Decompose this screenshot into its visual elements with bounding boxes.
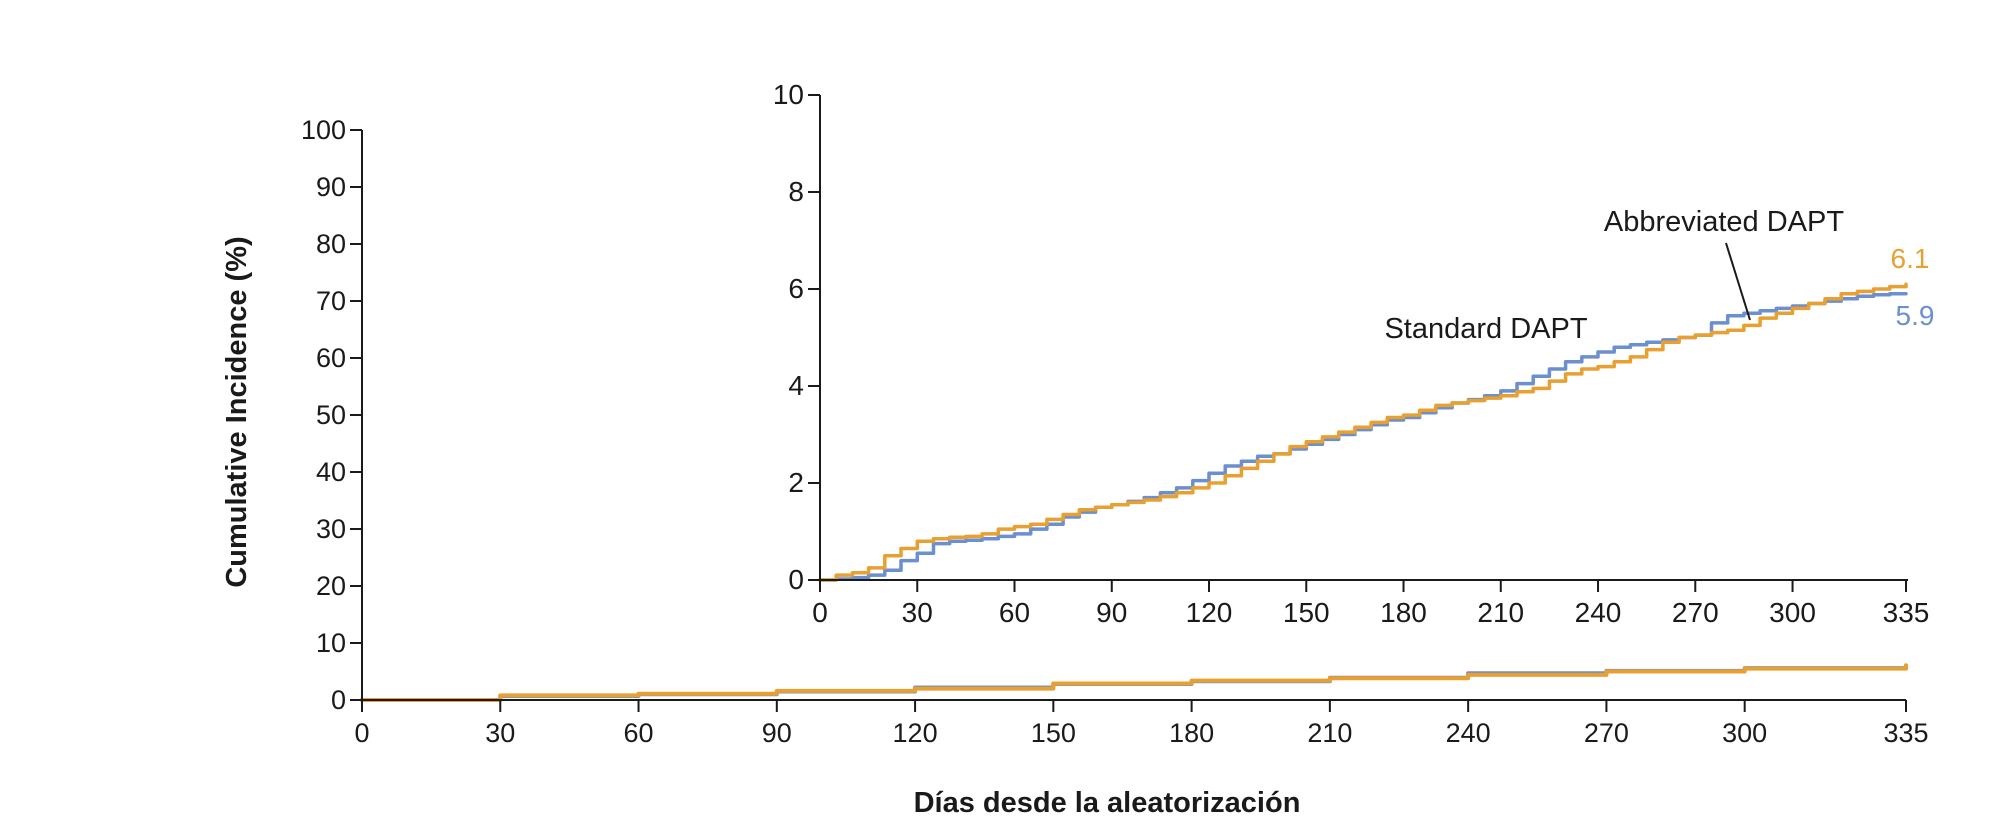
main-series-lines — [360, 663, 1908, 702]
inset-background — [760, 80, 1945, 632]
inset-x-tick-label: 240 — [1575, 597, 1622, 628]
main-y-tick-label: 80 — [316, 229, 346, 259]
main-x-tick-label: 150 — [1031, 718, 1076, 748]
end-value-standard: 5.9 — [1896, 300, 1935, 331]
main-y-tick-label: 100 — [301, 115, 346, 145]
inset-x-tick-label: 0 — [812, 597, 828, 628]
main-y-tick-label: 60 — [316, 343, 346, 373]
inset-x-tick-label: 90 — [1096, 597, 1127, 628]
inset-y-tick-label: 4 — [788, 370, 804, 401]
main-y-ticks: 0 10 20 30 40 50 60 70 80 90 100 — [301, 115, 362, 715]
inset-y-tick-label: 8 — [788, 176, 804, 207]
main-x-tick-label: 270 — [1584, 718, 1629, 748]
inset-y-ticks: 0 2 4 6 8 10 — [773, 79, 820, 595]
main-y-tick-label: 90 — [316, 172, 346, 202]
main-x-tick-label: 210 — [1307, 718, 1352, 748]
annotation-abbreviated-dapt: Abbreviated DAPT — [1604, 206, 1844, 238]
inset-x-ticks: 0 30 60 90 120 150 180 210 240 270 300 335 — [812, 580, 1929, 628]
main-x-tick-label: 60 — [624, 718, 654, 748]
inset-x-tick-label: 335 — [1883, 597, 1930, 628]
main-x-axis-title: Días desde la aleatorización — [914, 787, 1301, 819]
inset-series-lines — [818, 282, 1908, 582]
inset-x-tick-label: 180 — [1380, 597, 1427, 628]
main-x-tick-label: 120 — [893, 718, 938, 748]
main-y-tick-label: 10 — [316, 628, 346, 658]
main-y-axis-title: Cumulative Incidence (%) — [221, 236, 253, 587]
inset-x-tick-label: 270 — [1672, 597, 1719, 628]
main-y-tick-label: 30 — [316, 514, 346, 544]
main-x-tick-label: 300 — [1722, 718, 1767, 748]
main-y-tick-label: 20 — [316, 571, 346, 601]
main-x-tick-label: 0 — [354, 718, 369, 748]
inset-series-standard-dapt — [818, 292, 1908, 582]
inset-y-tick-label: 6 — [788, 273, 804, 304]
annotation-abbreviated-pointer — [1725, 242, 1751, 321]
inset-series-abbreviated-dapt — [818, 282, 1908, 582]
main-y-tick-label: 40 — [316, 457, 346, 487]
main-x-tick-label: 30 — [485, 718, 515, 748]
annotation-standard-dapt: Standard DAPT — [1384, 313, 1587, 345]
main-series-abbreviated-dapt — [360, 663, 1908, 702]
inset-x-tick-label: 210 — [1477, 597, 1524, 628]
main-y-tick-label: 50 — [316, 400, 346, 430]
inset-y-tick-label: 2 — [788, 467, 804, 498]
inset-x-tick-label: 30 — [902, 597, 933, 628]
inset-x-tick-label: 120 — [1186, 597, 1233, 628]
main-y-tick-label: 70 — [316, 286, 346, 316]
main-x-tick-label: 180 — [1169, 718, 1214, 748]
main-x-tick-label: 90 — [762, 718, 792, 748]
inset-y-tick-label: 10 — [773, 79, 804, 110]
inset-y-tick-label: 0 — [788, 564, 804, 595]
main-x-ticks: 0 30 60 90 120 150 180 210 240 270 300 335 — [354, 700, 1929, 748]
inset-x-tick-label: 150 — [1283, 597, 1330, 628]
main-y-tick-label: 0 — [331, 685, 346, 715]
inset-x-tick-label: 60 — [999, 597, 1030, 628]
main-x-tick-label: 240 — [1446, 718, 1491, 748]
end-value-abbreviated: 6.1 — [1891, 243, 1930, 274]
main-x-tick-label: 335 — [1883, 718, 1928, 748]
inset-x-tick-label: 300 — [1769, 597, 1816, 628]
